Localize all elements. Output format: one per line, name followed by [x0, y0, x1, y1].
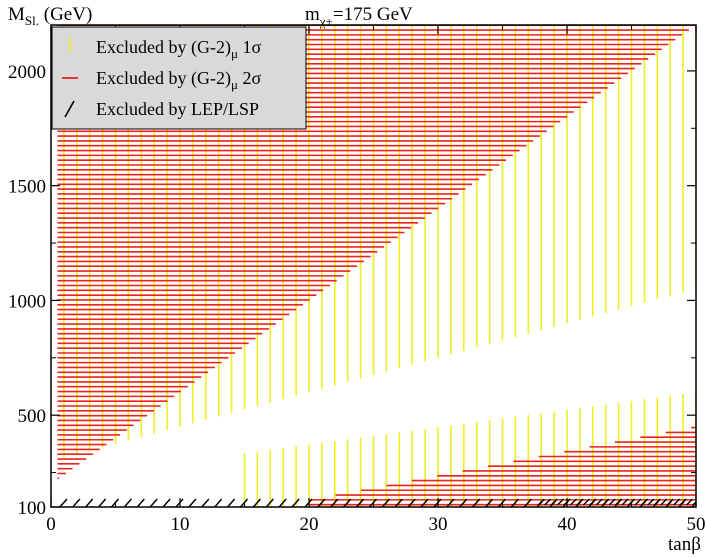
x-axis-title: tanβ — [668, 534, 701, 555]
chart-marks — [57, 25, 696, 507]
series-lep-mark — [252, 498, 261, 507]
series-lep-mark — [692, 500, 696, 506]
series-lep-mark — [634, 498, 642, 506]
series-lep-mark — [149, 498, 158, 507]
series-lep-mark — [615, 498, 623, 506]
series-lep-mark — [679, 498, 687, 506]
chart-title: mχ+=175 GeV — [305, 4, 413, 29]
series-lep-mark — [343, 498, 352, 507]
series-lep-mark — [544, 498, 552, 506]
series-lep-mark — [227, 498, 236, 507]
series-lep-mark — [537, 498, 545, 506]
series-lep-mark — [653, 498, 661, 506]
series-lep-mark — [188, 498, 197, 507]
series-lep-mark — [640, 498, 648, 506]
series-lep-mark — [557, 498, 565, 506]
legend-label-suffix: 2σ — [238, 68, 262, 88]
series-lep-mark — [136, 498, 145, 507]
legend-symbol — [64, 100, 75, 118]
x-tick-label: 30 — [429, 514, 448, 535]
series-lep-mark — [214, 498, 223, 507]
legend-label-suffix: 1σ — [238, 37, 262, 57]
legend-label-main: Excluded by (G-2) — [96, 37, 231, 58]
series-lep-mark — [686, 498, 694, 506]
series-lep-mark — [59, 498, 68, 507]
series-lep-mark — [291, 498, 300, 507]
legend-label: Excluded by (G-2)μ 1σ — [96, 37, 261, 61]
series-lep-mark — [317, 498, 326, 507]
series-lep-mark — [608, 498, 616, 506]
series-lep-mark — [72, 498, 81, 507]
series-lep-mark — [628, 498, 635, 506]
series-lep-mark — [201, 498, 210, 507]
series-lep-mark — [589, 498, 597, 506]
series-lep-mark — [459, 498, 468, 507]
y-tick-label: 100 — [18, 498, 47, 519]
y-axis-title: MSl. (GeV) — [8, 4, 92, 28]
series-lep-mark — [673, 498, 681, 506]
series-lep-mark — [446, 498, 455, 507]
series-lep-mark — [666, 498, 674, 506]
chart-title-rest: =175 GeV — [333, 4, 413, 25]
series-lep-mark — [576, 498, 584, 506]
series-lep-mark — [647, 498, 655, 506]
series-lep-mark — [98, 498, 107, 507]
legend-box — [51, 26, 307, 130]
series-lep-mark — [660, 498, 668, 506]
x-tick-label: 20 — [300, 514, 319, 535]
series-lep-mark — [407, 498, 416, 507]
series-lep-mark — [595, 498, 603, 506]
y-tick-label: 2000 — [8, 62, 46, 83]
series-lep-mark — [420, 498, 429, 507]
series-lep-mark — [621, 498, 629, 506]
y-tick-label: 500 — [18, 406, 47, 427]
legend-label: Excluded by (G-2)μ 2σ — [96, 68, 261, 92]
y-tick-label: 1000 — [8, 291, 46, 312]
series-lep-mark — [381, 498, 390, 507]
series-lep-mark — [330, 498, 339, 507]
x-tick-label: 40 — [558, 514, 577, 535]
series-lep-mark — [550, 498, 558, 506]
chart-axes: 0 10 20 30 40 50 100 500 1000 1500 2000 — [8, 24, 706, 535]
series-lep-mark — [123, 498, 132, 507]
legend-label-sub: μ — [231, 77, 238, 92]
x-tick-label: 0 — [46, 514, 56, 535]
series-lep-mark — [162, 498, 171, 507]
x-tick-label: 10 — [171, 514, 190, 535]
series-lep-mark — [85, 498, 94, 507]
series-lep-mark — [602, 498, 610, 506]
series-lep-mark — [356, 498, 365, 507]
series-lep-mark — [582, 498, 590, 506]
legend-label-main: Excluded by (G-2) — [96, 68, 231, 89]
y-axis-title-sub: Sl. — [25, 13, 39, 28]
y-axis-title-main: M — [8, 4, 25, 25]
series-lep-mark — [523, 498, 532, 507]
series-lep-mark — [472, 498, 481, 507]
series-lep-mark — [394, 498, 403, 507]
legend-label-main: Excluded by LEP/LSP — [96, 99, 259, 119]
chart-title-sub: χ+ — [319, 14, 333, 29]
y-axis-title-rest: (GeV) — [39, 4, 92, 25]
legend-label-sub: μ — [231, 46, 238, 61]
y-tick-label: 1500 — [8, 177, 46, 198]
series-2sigma — [57, 25, 696, 506]
series-lep-mark — [265, 498, 274, 507]
series-lep-mark — [485, 498, 494, 507]
series-lep-mark — [278, 498, 287, 507]
series-lep-mark — [510, 498, 519, 507]
legend-label: Excluded by LEP/LSP — [96, 99, 259, 119]
chart-title-main: m — [305, 4, 320, 25]
x-tick-label: 50 — [687, 514, 706, 535]
series-lep-mark — [569, 498, 577, 506]
